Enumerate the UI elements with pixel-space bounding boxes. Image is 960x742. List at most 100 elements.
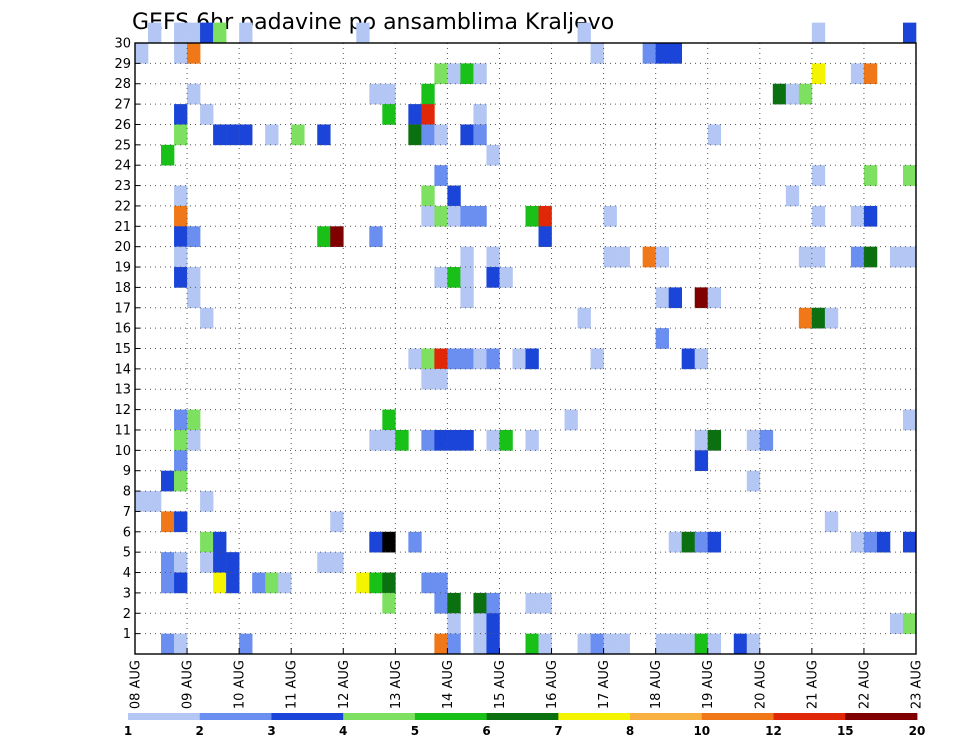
precip-cell xyxy=(447,429,461,451)
x-tick-label: 10 AUG xyxy=(233,660,248,709)
precip-cell xyxy=(213,22,227,44)
precip-cell xyxy=(265,124,279,146)
precip-cell xyxy=(460,348,474,370)
precip-cell xyxy=(434,63,448,85)
precip-cell xyxy=(161,633,175,655)
y-tick-label: 2 xyxy=(123,607,131,622)
precip-cell xyxy=(356,572,370,594)
x-tick-label: 22 AUG xyxy=(857,660,872,709)
precip-cell xyxy=(590,43,604,64)
precip-cell xyxy=(408,124,422,146)
precip-cell xyxy=(694,531,709,553)
precip-cell xyxy=(421,429,435,451)
precip-cell xyxy=(174,104,188,125)
precip-cell xyxy=(239,124,253,146)
precip-cell xyxy=(759,429,774,451)
y-tick-label: 12 xyxy=(114,403,131,418)
precip-cell xyxy=(473,633,487,655)
precip-cell xyxy=(460,267,474,288)
precip-cell xyxy=(213,124,227,146)
precip-cell xyxy=(382,429,396,451)
precip-cell xyxy=(590,348,604,370)
precip-cell xyxy=(460,429,474,451)
precip-cell xyxy=(499,267,513,288)
precip-cell xyxy=(421,124,435,146)
precip-cell xyxy=(876,531,891,553)
x-tick-label: 23 AUG xyxy=(910,660,925,709)
precip-cell xyxy=(694,287,709,309)
legend-label: 7 xyxy=(554,724,562,738)
precip-cell xyxy=(668,633,682,655)
precip-cell xyxy=(577,307,591,329)
precip-cell xyxy=(525,592,539,614)
precip-cell xyxy=(239,22,253,44)
precip-cell xyxy=(434,572,448,594)
precip-cell xyxy=(395,429,409,451)
precip-cell xyxy=(174,429,188,451)
legend-label: 8 xyxy=(626,724,634,738)
precip-cell xyxy=(382,592,396,614)
x-tick-label: 15 AUG xyxy=(493,660,508,709)
legend-label: 5 xyxy=(411,724,419,738)
legend-swatch xyxy=(558,713,631,720)
precip-cell xyxy=(460,246,474,268)
precip-cell xyxy=(538,633,552,655)
precip-cell xyxy=(447,267,461,288)
precip-cell xyxy=(317,552,331,573)
precip-cell xyxy=(785,185,800,207)
precip-cell xyxy=(486,633,500,655)
precip-cell xyxy=(486,613,500,634)
precip-cell xyxy=(226,124,240,146)
precip-cell xyxy=(655,43,669,64)
y-tick-label: 13 xyxy=(114,383,131,398)
y-tick-label: 27 xyxy=(114,98,131,113)
precip-cell xyxy=(525,429,539,451)
precip-cell xyxy=(616,633,630,655)
precip-cell xyxy=(174,205,188,227)
precip-cell xyxy=(811,246,826,268)
precip-cell xyxy=(473,104,487,125)
precip-cell xyxy=(538,592,552,614)
y-tick-label: 15 xyxy=(114,342,131,357)
precip-cell xyxy=(902,165,917,186)
precip-cell xyxy=(408,531,422,553)
x-tick-label: 11 AUG xyxy=(285,660,300,709)
precip-cell xyxy=(252,572,266,594)
color-legend: 1 2 3 4 5 6 7 8 10 12 15 20 xyxy=(124,713,925,738)
precip-cell xyxy=(746,633,761,655)
precip-cell xyxy=(486,348,500,370)
y-tick-label: 29 xyxy=(114,57,131,72)
precip-cell xyxy=(525,205,539,227)
precip-cell xyxy=(200,491,214,512)
precip-cell xyxy=(616,246,630,268)
precip-cell xyxy=(798,307,813,329)
legend-swatch xyxy=(199,713,272,720)
precip-cell xyxy=(460,63,474,85)
y-tick-label: 14 xyxy=(114,362,131,377)
precip-cell xyxy=(707,531,722,553)
precip-cell xyxy=(486,267,500,288)
legend-label: 3 xyxy=(267,724,275,738)
precip-cell xyxy=(200,552,214,573)
y-tick-label: 9 xyxy=(123,464,131,479)
precip-cell xyxy=(148,22,162,44)
precip-cell xyxy=(174,511,188,533)
precip-cell xyxy=(694,429,709,451)
legend-label: 6 xyxy=(482,724,490,738)
precip-cell xyxy=(174,552,188,573)
precip-cell xyxy=(486,144,500,166)
precip-cell xyxy=(473,348,487,370)
precip-cell xyxy=(434,429,448,451)
y-axis-ticks: 1234567891011121314151617181920212223242… xyxy=(114,37,140,642)
precip-cell xyxy=(434,267,448,288)
x-tick-label: 17 AUG xyxy=(597,660,612,709)
precip-cell xyxy=(213,552,227,573)
x-tick-label: 21 AUG xyxy=(805,660,820,709)
precip-cell xyxy=(746,470,761,492)
precip-cell xyxy=(642,43,656,64)
precip-cell xyxy=(148,491,162,512)
precip-cell xyxy=(733,633,748,655)
y-tick-label: 4 xyxy=(123,566,131,581)
precip-cell xyxy=(889,613,904,634)
x-tick-label: 09 AUG xyxy=(181,660,196,709)
